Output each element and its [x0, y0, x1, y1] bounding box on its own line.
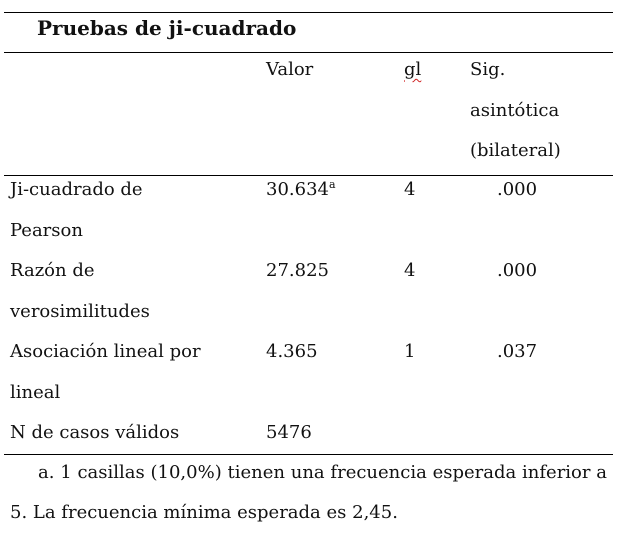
- header-sig-line2: asintótica: [470, 99, 560, 121]
- footnote-marker: a: [328, 178, 336, 191]
- table-row-valor: 27.825: [266, 251, 329, 292]
- table-row-sig: .037: [497, 341, 538, 362]
- row-label-line1: Razón de: [10, 260, 95, 281]
- row-label-line1: Asociación lineal por: [10, 341, 201, 362]
- header-sig-line3: (bilateral): [470, 140, 561, 161]
- header-valor: Valor: [266, 59, 314, 80]
- header-gl: gl: [404, 50, 421, 91]
- table-row-gl: 4: [404, 179, 416, 200]
- row-label-line2: Pearson: [10, 219, 83, 241]
- table-row-label: Asociación lineal por lineal: [10, 332, 201, 413]
- header-gl-text: gl: [404, 59, 422, 80]
- table-row-valor: 5476: [266, 413, 312, 454]
- table-row-gl: 1: [404, 341, 416, 362]
- row-label-line1: Ji-cuadrado de: [10, 179, 143, 200]
- table-footnote: a. 1 casillas (10,0%) tienen una frecuen…: [10, 462, 607, 523]
- row-valor-value: 4.365: [266, 341, 318, 362]
- row-label-line2: lineal: [10, 381, 61, 403]
- row-valor-value: 30.634: [266, 179, 329, 200]
- table-row-label: Ji-cuadrado de Pearson: [10, 170, 143, 251]
- row-valor-value: 27.825: [266, 260, 329, 281]
- row-label-line1: N de casos válidos: [10, 422, 180, 443]
- header-sig: Sig. asintótica (bilateral): [470, 50, 561, 172]
- table-row-label: Razón de verosimilitudes: [10, 251, 150, 332]
- table-row-gl: 4: [404, 260, 416, 281]
- header-sig-line1: Sig.: [470, 59, 506, 80]
- table-row-sig: .000: [497, 179, 538, 200]
- header-bottom-rule: [4, 175, 613, 176]
- table-row-valor: 4.365: [266, 332, 318, 373]
- table-row-sig: .000: [497, 260, 538, 281]
- table-title: Pruebas de ji-cuadrado: [37, 16, 297, 40]
- table-top-rule: [4, 12, 613, 13]
- table-row-valor: 30.634a: [266, 170, 336, 211]
- row-label-line2: verosimilitudes: [10, 300, 150, 322]
- table-row-label: N de casos válidos: [10, 413, 179, 454]
- table-bottom-rule: [4, 454, 613, 455]
- header-top-rule: [4, 52, 613, 53]
- row-valor-value: 5476: [266, 422, 312, 443]
